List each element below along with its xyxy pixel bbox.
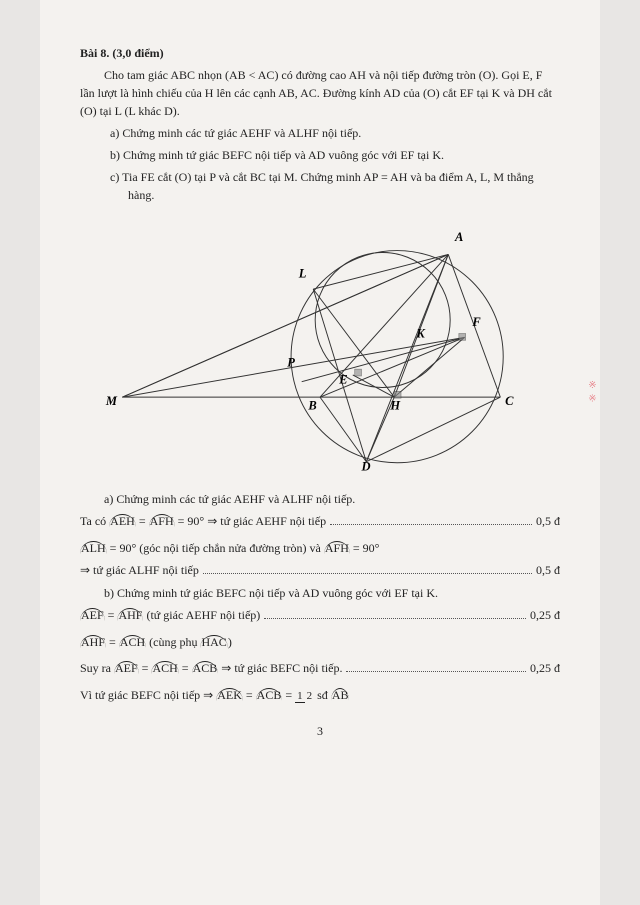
solution-a-title: a) Chứng minh các tứ giác AEHF và ALHF n… [80,490,560,508]
svg-text:K: K [415,326,426,340]
sol-text: Ta có AEH = AFH = 90° ⇒ tứ giác AEHF nội… [80,514,326,529]
solution-line-4: AEF = AHF (tứ giác AEHF nội tiếp) 0,25 đ [80,608,560,623]
page: Bài 8. (3,0 điểm) Cho tam giác ABC nhọn … [40,0,600,905]
leader-dots [346,671,526,672]
scan-artifact: ※ ※ [587,380,598,405]
bai-number: Bài 8. [80,46,109,60]
page-number: 3 [80,724,560,739]
sol-text: Suy ra AEF = ACH = ACB ⇒ tứ giác BEFC nộ… [80,661,342,676]
svg-text:M: M [105,394,118,408]
leader-dots [330,524,532,525]
svg-text:C: C [505,394,514,408]
svg-text:B: B [307,399,316,413]
sol-text: AEF = AHF (tứ giác AEHF nội tiếp) [80,608,260,623]
geometry-diagram: A B C H D L E F K P M [80,212,560,482]
part-c: c) Tia FE cắt (O) tại P và cắt BC tại M.… [80,168,560,204]
solution-line-1: Ta có AEH = AFH = 90° ⇒ tứ giác AEHF nội… [80,514,560,529]
solution-line-3: ⇒ tứ giác ALHF nội tiếp 0,5 đ [80,563,560,578]
svg-text:D: D [360,459,370,473]
leader-dots [203,573,532,574]
solution-line-5: AHF = ACH (cùng phụ HAC) [80,633,560,651]
svg-text:L: L [298,267,307,281]
svg-text:H: H [389,399,401,413]
points-award: 0,25 đ [530,608,560,623]
leader-dots [264,618,526,619]
solution-line-7: Vì tứ giác BEFC nội tiếp ⇒ AEK = ACB = 1… [80,686,560,704]
svg-text:P: P [287,355,295,369]
part-a: a) Chứng minh các tứ giác AEHF và ALHF n… [80,124,560,142]
problem-header: Bài 8. (3,0 điểm) [80,44,560,62]
sol-text: ⇒ tứ giác ALHF nội tiếp [80,563,199,578]
svg-text:E: E [338,373,347,387]
solution-line-2: ALH = 90° (góc nội tiếp chắn nửa đường t… [80,539,560,557]
solution-line-6: Suy ra AEF = ACH = ACB ⇒ tứ giác BEFC nộ… [80,661,560,676]
points-award: 0,5 đ [536,563,560,578]
bai-score: (3,0 điểm) [112,46,163,60]
solution-b-title: b) Chứng minh tứ giác BEFC nội tiếp và A… [80,584,560,602]
problem-statement: Cho tam giác ABC nhọn (AB < AC) có đường… [80,66,560,120]
points-award: 0,25 đ [530,661,560,676]
part-b: b) Chứng minh tứ giác BEFC nội tiếp và A… [80,146,560,164]
points-award: 0,5 đ [536,514,560,529]
svg-text:A: A [454,230,463,244]
svg-text:F: F [471,315,481,329]
